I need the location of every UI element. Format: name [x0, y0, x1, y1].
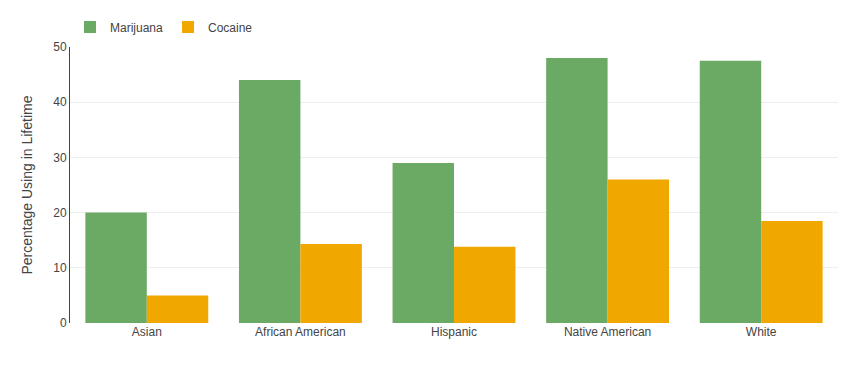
- svg-text:30: 30: [53, 151, 67, 165]
- svg-text:0: 0: [60, 316, 67, 330]
- svg-text:White: White: [746, 325, 777, 339]
- svg-text:Native American: Native American: [564, 325, 651, 339]
- svg-text:Cocaine: Cocaine: [208, 21, 252, 35]
- svg-text:20: 20: [53, 206, 67, 220]
- svg-text:Percentage Using in Lifetime: Percentage Using in Lifetime: [19, 95, 35, 274]
- svg-text:African American: African American: [255, 325, 346, 339]
- svg-text:Marijuana: Marijuana: [110, 21, 163, 35]
- svg-text:Hispanic: Hispanic: [431, 325, 477, 339]
- svg-text:Asian: Asian: [132, 325, 162, 339]
- svg-text:10: 10: [53, 261, 67, 275]
- svg-text:50: 50: [53, 40, 67, 54]
- svg-text:40: 40: [53, 95, 67, 109]
